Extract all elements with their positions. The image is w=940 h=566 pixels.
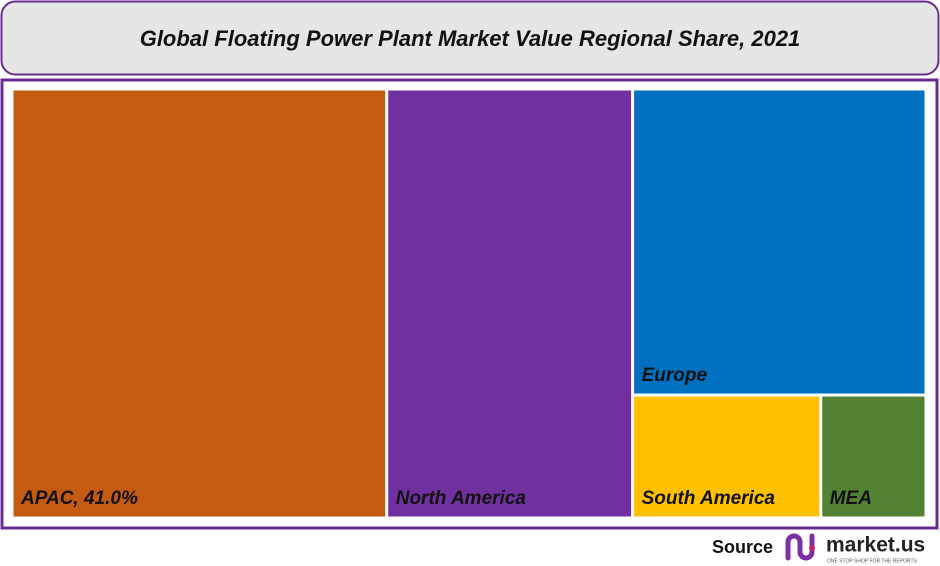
chart-title: Global Floating Power Plant Market Value… [140, 26, 801, 51]
tile [633, 395, 821, 518]
tile [821, 395, 926, 518]
source-label: Source [712, 537, 773, 557]
tile [12, 89, 387, 518]
tile-label: Europe [642, 365, 708, 386]
title-box [0, 0, 940, 76]
brand-name: market.us [826, 534, 925, 557]
tile-label: APAC, 41.0% [20, 488, 138, 509]
logo-dot [809, 545, 815, 551]
tile-label: MEA [830, 488, 872, 509]
tile-label: North America [396, 488, 527, 509]
tile-label: South America [642, 488, 776, 509]
brand-logo [785, 533, 815, 561]
tile [633, 89, 926, 395]
plot: APAC, 41.0% North America Europe South Amer… [12, 89, 926, 518]
logo-icon [785, 533, 815, 561]
brand-tagline: ONE STOP SHOP FOR THE REPORTS [827, 558, 918, 564]
tile [387, 89, 633, 518]
